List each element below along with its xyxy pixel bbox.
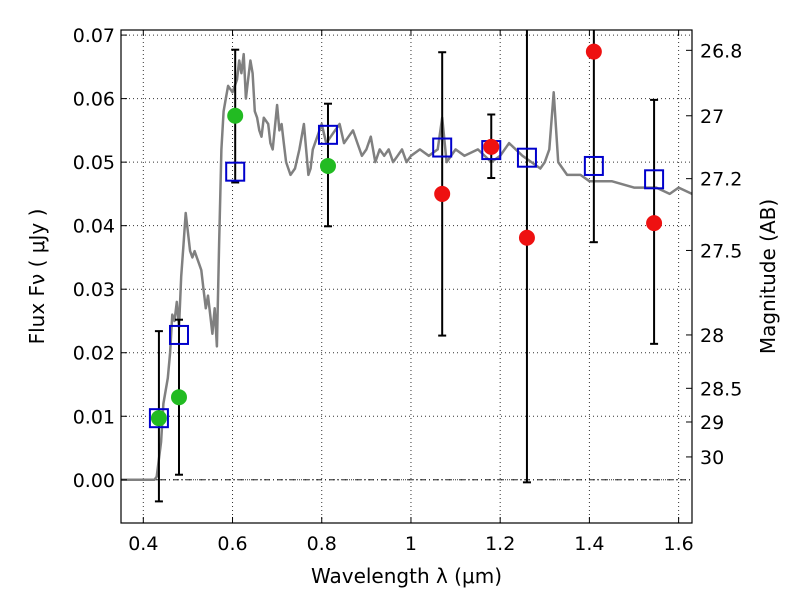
model-spectrum xyxy=(121,52,693,482)
right-tick-label: 27.2 xyxy=(700,169,742,191)
plot-frame xyxy=(120,29,693,524)
right-tick-label: 29 xyxy=(700,412,724,434)
y-tick-label: 0.00 xyxy=(73,470,115,492)
model-photometry-square xyxy=(225,161,246,182)
observed-photometry-point xyxy=(585,43,602,60)
grid-lines xyxy=(121,30,692,523)
y-tick-label: 0.03 xyxy=(73,279,115,301)
observed-photometry-point xyxy=(170,389,187,406)
x-tick-label: 0.8 xyxy=(307,533,337,555)
right-tick-label: 27 xyxy=(700,106,724,128)
model-photometry-square xyxy=(317,124,338,145)
error-bars xyxy=(154,30,659,503)
right-tick-label: 27.5 xyxy=(700,240,742,262)
x-tick-label: 1.6 xyxy=(664,533,694,555)
y-tick-label: 0.02 xyxy=(73,343,115,365)
y-tick-label: 0.07 xyxy=(73,25,115,47)
right-tick-label: 28.5 xyxy=(700,378,742,400)
data-points xyxy=(148,43,665,429)
model-photometry-square xyxy=(644,169,665,190)
x-tick-label: 0.4 xyxy=(128,533,158,555)
y-tick-label: 0.01 xyxy=(73,406,115,428)
model-photometry-square xyxy=(168,324,189,345)
observed-photometry-point xyxy=(434,185,451,202)
observed-photometry-point xyxy=(319,157,336,174)
axis-ticks: 0.4 0.6 0.8 1 1.2 1.4 1.6 0.00 0.01 0.02 0.03 0.04 0… xyxy=(73,25,743,555)
observed-photometry-point xyxy=(646,215,663,232)
right-tick-label: 28 xyxy=(700,325,724,347)
x-axis-label: Wavelength λ (μm) xyxy=(311,564,502,588)
observed-photometry-point xyxy=(227,107,244,124)
observed-photometry-point xyxy=(518,229,535,246)
x-tick-label: 0.6 xyxy=(217,533,247,555)
spectrum-line xyxy=(121,52,693,482)
y-tick-label: 0.06 xyxy=(73,89,115,111)
y-axis-label: Flux Fν ( μJy ) xyxy=(25,209,49,345)
x-tick-label: 1 xyxy=(405,533,417,555)
model-photometry-square xyxy=(583,155,604,176)
y-tick-label: 0.05 xyxy=(73,152,115,174)
observed-photometry-point xyxy=(150,410,167,427)
observed-photometry-point xyxy=(483,138,500,155)
x-tick-label: 1.4 xyxy=(574,533,604,555)
model-photometry-square xyxy=(148,408,169,429)
y-tick-label: 0.04 xyxy=(73,216,115,238)
model-photometry-square xyxy=(516,147,537,168)
x-tick-label: 1.2 xyxy=(485,533,515,555)
right-tick-label: 26.8 xyxy=(700,40,742,62)
model-photometry-square xyxy=(432,137,453,158)
right-tick-label: 30 xyxy=(700,447,724,469)
right-axis-label: Magnitude (AB) xyxy=(756,199,780,354)
